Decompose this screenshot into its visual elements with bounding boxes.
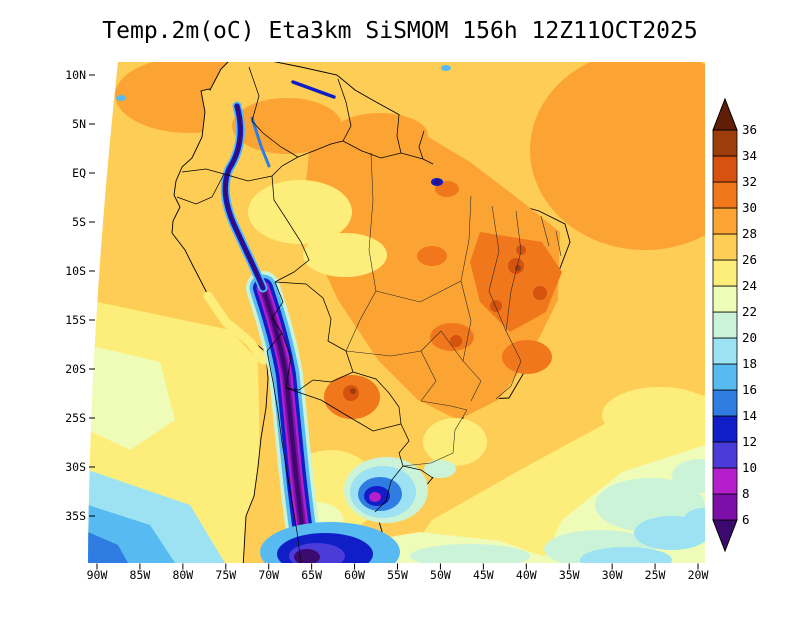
lon-label-90W: 90W — [86, 568, 108, 582]
colorbar-band-b22 — [712, 285, 738, 313]
colorbar-band-b30 — [712, 181, 738, 209]
colorbar-band-b24 — [712, 259, 738, 287]
andes-cold-band — [220, 80, 336, 563]
colorbar-band-b6 — [712, 493, 738, 521]
colorbar — [712, 97, 738, 553]
colorbar-band-b32 — [712, 155, 738, 183]
temperature-field — [88, 62, 705, 563]
lat-label-5N: 5N — [72, 117, 86, 131]
state-borders — [345, 152, 562, 467]
colorbar-band-b18 — [712, 337, 738, 365]
lon-label-60W: 60W — [344, 568, 365, 582]
colorbar-tick-28: 28 — [742, 226, 758, 241]
warm-land-patches — [203, 98, 562, 542]
country-borders — [176, 66, 434, 563]
lat-label-15S: 15S — [65, 313, 86, 327]
lon-label-20W: 20W — [687, 568, 709, 582]
colorbar-band-b10 — [712, 441, 738, 469]
colorbar-tick-12: 12 — [742, 434, 758, 449]
colorbar-tick-34: 34 — [742, 148, 758, 163]
lat-label-10S: 10S — [65, 264, 86, 278]
lon-label-45W: 45W — [472, 568, 494, 582]
colorbar-band-b28 — [712, 207, 738, 235]
lat-label-5S: 5S — [72, 215, 86, 229]
colorbar-arrow-below-min — [712, 519, 738, 553]
colorbar-tick-32: 32 — [742, 174, 758, 189]
lon-label-65W: 65W — [301, 568, 323, 582]
lat-label-10N: 10N — [65, 68, 86, 82]
colorbar-band-b34 — [712, 129, 738, 157]
plot-title: Temp.2m(oC) Eta3km SiSMOM 156h 12Z11OCT2… — [102, 18, 698, 44]
lon-label-85W: 85W — [129, 568, 151, 582]
colorbar-tick-10: 10 — [742, 460, 758, 475]
colorbar-band-b16 — [712, 363, 738, 391]
lon-label-25W: 25W — [644, 568, 666, 582]
colorbar-arrow-above-max — [712, 97, 738, 131]
lon-label-50W: 50W — [430, 568, 451, 582]
colorbar-tick-16: 16 — [742, 382, 758, 397]
colorbar-tick-30: 30 — [742, 200, 758, 215]
lon-label-30W: 30W — [601, 568, 623, 582]
lon-label-55W: 55W — [387, 568, 408, 582]
colorbar-tick-24: 24 — [742, 278, 758, 293]
lat-label-25S: 25S — [65, 411, 86, 425]
colorbar-band-b12 — [712, 415, 738, 443]
lon-label-35W: 35W — [558, 568, 580, 582]
lat-label-30S: 30S — [65, 460, 86, 474]
lon-label-70W: 70W — [258, 568, 280, 582]
colorbar-tick-14: 14 — [742, 408, 758, 423]
colorbar-band-b8 — [712, 467, 738, 495]
lat-label-35S: 35S — [65, 509, 86, 523]
colorbar-band-b26 — [712, 233, 738, 261]
colorbar-tick-18: 18 — [742, 356, 758, 371]
lat-label-20S: 20S — [65, 362, 86, 376]
axis-ticks — [89, 74, 699, 570]
colorbar-tick-36: 36 — [742, 122, 758, 137]
cold-pools — [92, 64, 451, 563]
lon-label-75W: 75W — [215, 568, 237, 582]
colorbar-tick-22: 22 — [742, 304, 758, 319]
lat-label-EQ: EQ — [72, 166, 86, 180]
lon-label-40W: 40W — [515, 568, 537, 582]
colorbar-tick-6: 6 — [742, 512, 750, 527]
colorbar-band-b14 — [712, 389, 738, 417]
pacific-cool-patches — [88, 300, 262, 563]
colorbar-tick-20: 20 — [742, 330, 758, 345]
colorbar-tick-8: 8 — [742, 486, 750, 501]
colorbar-tick-26: 26 — [742, 252, 758, 267]
colorbar-band-b20 — [712, 311, 738, 339]
lon-label-80W: 80W — [172, 568, 194, 582]
